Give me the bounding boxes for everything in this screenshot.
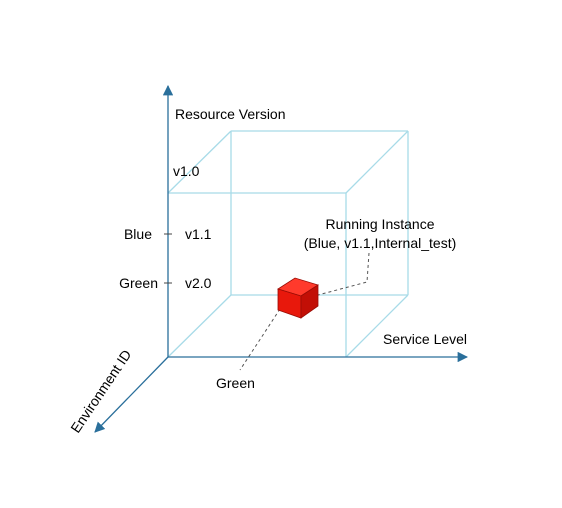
environment-tick-blue: Blue (124, 226, 152, 242)
environment-tick-green: Green (119, 275, 158, 291)
leader-lines (239, 252, 370, 371)
instance-detail: (Blue, v1.1,Internal_test) (304, 235, 457, 251)
version-tick-v1-1: v1.1 (185, 226, 212, 242)
version-tick-v2-0: v2.0 (185, 275, 212, 291)
version-tick-v1-0: v1.0 (173, 163, 200, 179)
service-level-axis-label: Service Level (383, 331, 467, 347)
cube-edge (345, 130, 409, 194)
instance-callout-leader (317, 252, 370, 296)
environment-id-axis (94, 356, 169, 433)
tick-marks (164, 233, 172, 284)
instance-title: Running Instance (326, 216, 435, 232)
resource-version-axis-label: Resource Version (175, 106, 286, 122)
environment-id-axis-label: Environment ID (67, 347, 134, 436)
environment-id-tick-green: Green (216, 375, 255, 391)
cube-edge (167, 130, 232, 194)
axes (94, 84, 469, 433)
running-instance-cube (277, 277, 319, 319)
cube-edge (167, 294, 232, 358)
instance-depth-leader (239, 308, 281, 371)
cube-edge (345, 294, 409, 358)
instance-cube-side (300, 284, 319, 319)
